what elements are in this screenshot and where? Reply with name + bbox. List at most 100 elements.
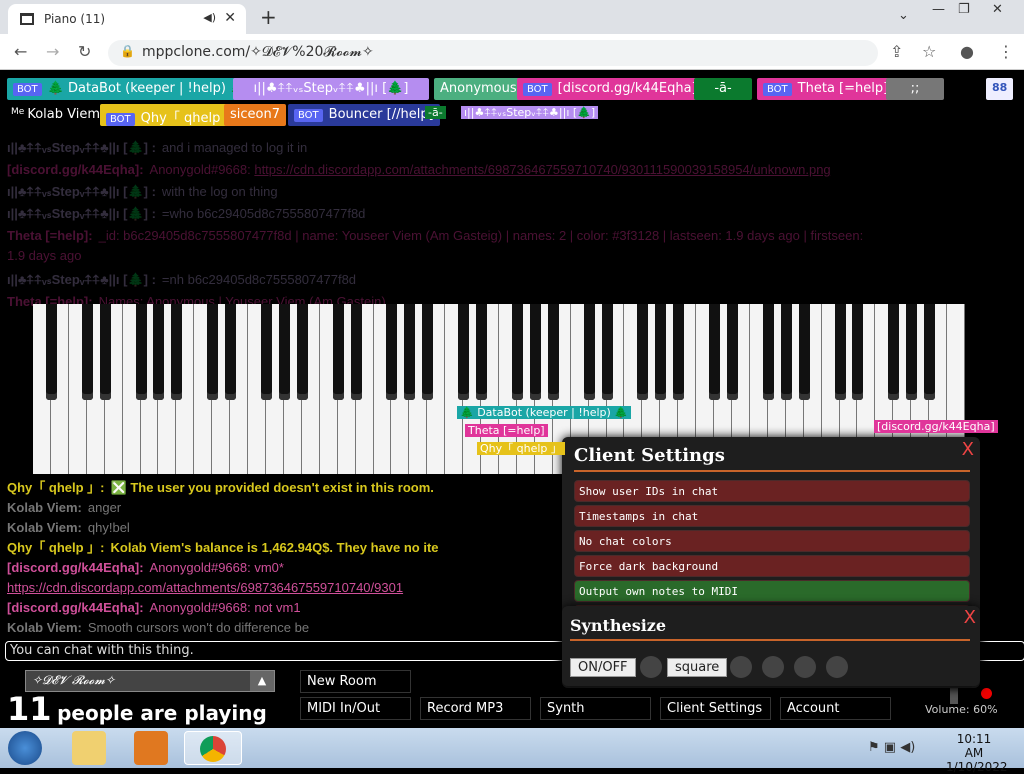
user-badge[interactable]: BOT 🌲 DataBot (keeper | !help) 🌲 — [7, 78, 253, 100]
black-key[interactable] — [798, 304, 810, 400]
black-key[interactable] — [135, 304, 147, 400]
black-key[interactable] — [834, 304, 846, 400]
user-badge[interactable]: Anonymous — [434, 78, 523, 100]
toggle-button[interactable]: 88 — [986, 78, 1014, 100]
share-icon[interactable]: ⇪ — [890, 42, 904, 61]
black-key[interactable] — [762, 304, 774, 400]
room-selector[interactable]: ✧𝓓𝓔𝓥 𝓡𝓸𝓸𝓶✧ ▲ — [25, 670, 275, 692]
black-key[interactable] — [422, 304, 434, 400]
menu-icon[interactable]: ⋮ — [998, 42, 1014, 61]
user-badge[interactable]: siceon7 — [224, 104, 286, 126]
new-tab-button[interactable]: + — [260, 5, 277, 29]
black-key[interactable] — [888, 304, 900, 400]
chat-author[interactable]: [discord.gg/k44Eqha]: — [7, 162, 144, 177]
close-tab-icon[interactable]: ✕ — [224, 10, 236, 26]
tray-icons[interactable]: ⚑ ▣ ◀) — [868, 740, 916, 755]
black-key[interactable] — [171, 304, 183, 400]
back-icon[interactable]: ← — [14, 42, 28, 61]
user-badge[interactable]: BOT [discord.gg/k44Eqha] — [517, 78, 703, 100]
chat-author[interactable]: ı||♣⍏⍏ᵥₛStepᵥ⍏⍏♣||ı [🌲] : — [7, 272, 156, 287]
setting-toggle[interactable]: Output own notes to MIDI — [574, 580, 970, 602]
user-badge[interactable]: BOT Bouncer [//help] — [288, 104, 440, 126]
black-key[interactable] — [45, 304, 57, 400]
chat-author[interactable]: [discord.gg/k44Eqha]: — [7, 600, 144, 615]
knob-release[interactable] — [826, 656, 848, 678]
chat-author[interactable]: [discord.gg/k44Eqha]: — [7, 560, 144, 575]
black-key[interactable] — [583, 304, 595, 400]
account-button[interactable]: Account — [780, 697, 891, 720]
black-key[interactable] — [278, 304, 290, 400]
user-badge[interactable]: BOT Theta [=help] — [757, 78, 895, 100]
minimize-button[interactable]: — — [932, 2, 945, 17]
close-synth-button[interactable]: X — [963, 607, 976, 628]
chat-author[interactable]: Qhy「 qhelp 」: — [7, 480, 105, 495]
close-client-settings-button[interactable]: X — [961, 439, 974, 460]
black-key[interactable] — [906, 304, 918, 400]
url-field[interactable]: 🔒 mppclone.com/✧𝓓𝓔𝓥%20𝓡𝓸𝓸𝓶✧ — [108, 40, 878, 66]
black-key[interactable] — [673, 304, 685, 400]
black-key[interactable] — [476, 304, 488, 400]
setting-toggle[interactable]: Show user IDs in chat — [574, 480, 970, 502]
black-key[interactable] — [99, 304, 111, 400]
maximize-button[interactable]: ❐ — [958, 2, 970, 17]
setting-toggle[interactable]: No chat colors — [574, 530, 970, 552]
media-player-icon[interactable] — [134, 731, 168, 765]
user-badge[interactable]: ;; — [886, 78, 944, 100]
midi-button[interactable]: MIDI In/Out — [300, 697, 411, 720]
black-key[interactable] — [81, 304, 93, 400]
black-key[interactable] — [924, 304, 936, 400]
chat-author[interactable]: ı||♣⍏⍏ᵥₛStepᵥ⍏⍏♣||ı [🌲] : — [7, 184, 156, 199]
chat-link[interactable]: https://cdn.discordapp.com/attachments/6… — [7, 580, 404, 595]
new-room-button[interactable]: New Room — [300, 670, 411, 693]
black-key[interactable] — [225, 304, 237, 400]
expand-up-icon[interactable]: ▲ — [250, 671, 274, 691]
setting-toggle[interactable]: Timestamps in chat — [574, 505, 970, 527]
volume-slider[interactable] — [950, 682, 958, 704]
black-key[interactable] — [709, 304, 721, 400]
user-badge[interactable]: ı||♣⍏⍏ᵥₛStepᵥ⍏⍏♣||ı [🌲] — [233, 78, 429, 100]
client-settings-button[interactable]: Client Settings — [660, 697, 771, 720]
black-key[interactable] — [852, 304, 864, 400]
black-key[interactable] — [547, 304, 559, 400]
user-badge[interactable]: BOT Qhy「 qhelp 」 — [100, 104, 244, 126]
black-key[interactable] — [153, 304, 165, 400]
black-key[interactable] — [261, 304, 272, 400]
knob-attack[interactable] — [730, 656, 752, 678]
chat-author[interactable]: Qhy「 qhelp 」: — [7, 540, 105, 555]
black-key[interactable] — [404, 304, 416, 400]
black-key[interactable] — [601, 304, 613, 400]
reload-icon[interactable]: ↻ — [78, 42, 92, 61]
bookmark-star-icon[interactable]: ☆ — [922, 42, 937, 61]
waveform-button[interactable]: square — [667, 658, 728, 677]
knob-sustain[interactable] — [794, 656, 816, 678]
setting-toggle[interactable]: Force dark background — [574, 555, 970, 577]
knob-volume[interactable] — [640, 656, 662, 678]
start-button[interactable] — [8, 731, 42, 765]
record-mp3-button[interactable]: Record MP3 — [420, 697, 531, 720]
forward-icon[interactable]: → — [46, 42, 60, 61]
browser-tab[interactable]: Piano (11) ◀) ✕ — [8, 4, 246, 34]
explorer-icon[interactable] — [72, 731, 106, 765]
black-key[interactable] — [727, 304, 738, 400]
chat-author[interactable]: Theta [=help]: — [7, 228, 93, 243]
black-key[interactable] — [511, 304, 523, 400]
black-key[interactable] — [207, 304, 219, 400]
chat-author[interactable]: Kolab Viem: — [7, 520, 82, 535]
black-key[interactable] — [458, 304, 470, 400]
chat-author[interactable]: Kolab Viem: — [7, 500, 82, 515]
black-key[interactable] — [332, 304, 344, 400]
user-badge[interactable]: Me Kolab Viem — [5, 104, 106, 126]
knob-decay[interactable] — [762, 656, 784, 678]
synth-onoff-button[interactable]: ON/OFF — [570, 658, 636, 677]
tab-search-icon[interactable]: ⌄ — [898, 8, 909, 23]
black-key[interactable] — [386, 304, 398, 400]
chrome-taskbar-button[interactable] — [184, 731, 242, 765]
synth-button[interactable]: Synth — [540, 697, 651, 720]
chat-author[interactable]: Kolab Viem: — [7, 620, 82, 635]
user-badge[interactable]: -ā- — [694, 78, 752, 100]
audio-playing-icon[interactable]: ◀) — [203, 11, 216, 24]
close-window-button[interactable]: ✕ — [992, 2, 1003, 17]
black-key[interactable] — [350, 304, 362, 400]
chat-author[interactable]: ı||♣⍏⍏ᵥₛStepᵥ⍏⍏♣||ı [🌲] : — [7, 206, 156, 221]
black-key[interactable] — [637, 304, 649, 400]
